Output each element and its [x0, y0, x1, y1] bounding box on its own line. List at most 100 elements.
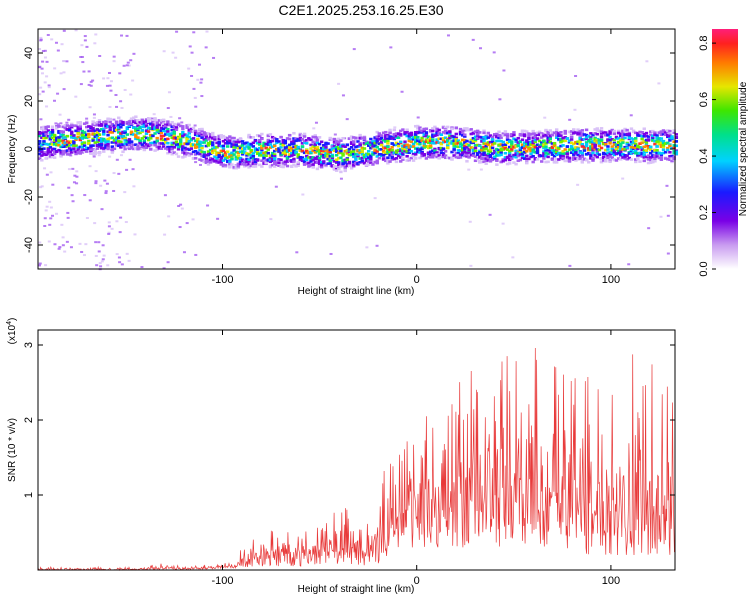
spectrogram-cell: [193, 156, 198, 160]
spectrogram-cell: [345, 158, 350, 161]
snr-y-scale-base: (x10: [7, 324, 18, 344]
spectrogram-cell: [527, 157, 531, 161]
spectrogram-cell: [211, 134, 215, 137]
spectrogram-cell: [670, 157, 674, 161]
spectrogram-cell: [334, 142, 339, 146]
spectrogram-cell: [125, 64, 129, 67]
spectrogram-cell: [65, 143, 70, 147]
spectrogram-cell: [339, 177, 343, 180]
spectrogram-cell: [486, 149, 491, 153]
spectrogram-cell: [56, 92, 60, 95]
spectrogram-cell: [121, 130, 125, 134]
spectrogram-cell: [497, 139, 501, 143]
spectrogram-cell: [104, 124, 108, 128]
spectrogram-cell: [275, 161, 279, 165]
spectrogram-cell: [426, 146, 431, 150]
spectrogram-cell: [275, 139, 279, 143]
spectrogram-cell: [463, 154, 467, 158]
spectrogram-cell: [163, 194, 167, 197]
spectrogram-cell: [309, 160, 313, 163]
spectrogram-cell: [317, 142, 322, 146]
spectrogram-cell: [559, 154, 563, 158]
spectrogram-cell: [196, 142, 200, 146]
spectrogram-cell: [313, 138, 317, 142]
spectrogram-cell: [153, 117, 157, 120]
spectrogram-cell: [597, 144, 602, 148]
spectrogram-cell: [497, 136, 501, 140]
spectrogram-cell: [580, 145, 585, 148]
spectrogram-cell: [198, 128, 202, 131]
spectrogram-cell: [99, 137, 104, 141]
spectrogram-cell: [264, 151, 268, 154]
spectrogram-cell: [386, 139, 390, 143]
spectrogram-cell: [616, 149, 621, 153]
spectrogram-cell: [149, 143, 153, 147]
spectrogram-cell: [266, 148, 270, 151]
spectrogram-cell: [354, 155, 358, 159]
spectrogram-cell: [63, 151, 68, 154]
spectrogram-cell: [102, 77, 106, 80]
spectrogram-cell: [119, 120, 123, 124]
spectrogram-cell: [616, 151, 621, 155]
spectrogram-cell: [659, 141, 664, 145]
spectrogram-cell: [550, 151, 555, 155]
spectrogram-cell: [44, 132, 48, 136]
spectrogram-cell: [63, 250, 67, 253]
spectrogram-cell: [657, 156, 661, 160]
spectrogram-cell: [292, 151, 296, 155]
spectrogram-cell: [188, 45, 192, 48]
spectrogram-cell: [651, 134, 655, 138]
spectrogram-cell: [292, 149, 296, 153]
spectrogram-cell: [431, 155, 435, 159]
spectrogram-cell: [107, 71, 111, 74]
spectrogram-cell: [311, 163, 315, 166]
spectrogram-cell: [456, 149, 461, 152]
spectrogram-cell: [84, 125, 89, 129]
spectrogram-cell: [230, 142, 234, 146]
spectrogram-cell: [107, 221, 111, 224]
spectrogram-cell: [339, 144, 343, 148]
spectrogram-y-label: Frequency (Hz): [7, 115, 18, 184]
spectrogram-cell: [390, 153, 394, 156]
spectrogram-cell: [638, 151, 642, 155]
spectrogram-cell: [172, 134, 176, 138]
spectrogram-cell: [366, 159, 371, 163]
spectrogram-cell: [228, 164, 232, 168]
spectrogram-cell: [281, 151, 285, 155]
spectrogram-cell: [373, 151, 377, 155]
spectrogram-cell: [211, 143, 215, 147]
spectrogram-cell: [595, 155, 599, 159]
spectrogram-cell: [270, 156, 275, 160]
spectrogram-cell: [296, 164, 300, 167]
spectrogram-cell: [554, 133, 559, 136]
spectrogram-cell: [153, 132, 157, 135]
spectrogram-cell: [183, 155, 187, 158]
spectrogram-cell: [79, 56, 83, 59]
spectrogram-cell: [108, 105, 112, 108]
spectrogram-cell: [106, 120, 110, 123]
spectrogram-cell: [475, 143, 480, 147]
spectrogram-cell: [167, 91, 171, 94]
spectrogram-cell: [155, 148, 159, 152]
spectrogram-cell: [516, 151, 520, 155]
spectrogram-cell: [112, 60, 116, 63]
spectrogram-cell: [219, 134, 223, 137]
spectrogram-cell: [354, 136, 358, 140]
spectrogram-cell: [236, 138, 241, 142]
spectrogram-cell: [204, 46, 208, 49]
spectrogram-cell: [411, 137, 416, 141]
spectrogram-cell: [157, 142, 162, 145]
spectrogram-cell: [498, 98, 502, 101]
snr-x-tick-label: 100: [602, 575, 620, 587]
spectrogram-cell: [76, 146, 80, 150]
spectrogram-cell: [200, 136, 204, 140]
spectrogram-cell: [169, 115, 173, 118]
spectrogram-y-tick-label: -40: [23, 237, 35, 253]
spectrogram-cell: [576, 128, 580, 132]
spectrogram-cell: [40, 185, 44, 188]
spectrogram-cell: [192, 87, 196, 90]
spectrogram-cell: [659, 215, 663, 218]
spectrogram-cell: [403, 146, 407, 149]
spectrogram-cell: [672, 157, 676, 160]
spectrogram-cell: [114, 141, 119, 145]
